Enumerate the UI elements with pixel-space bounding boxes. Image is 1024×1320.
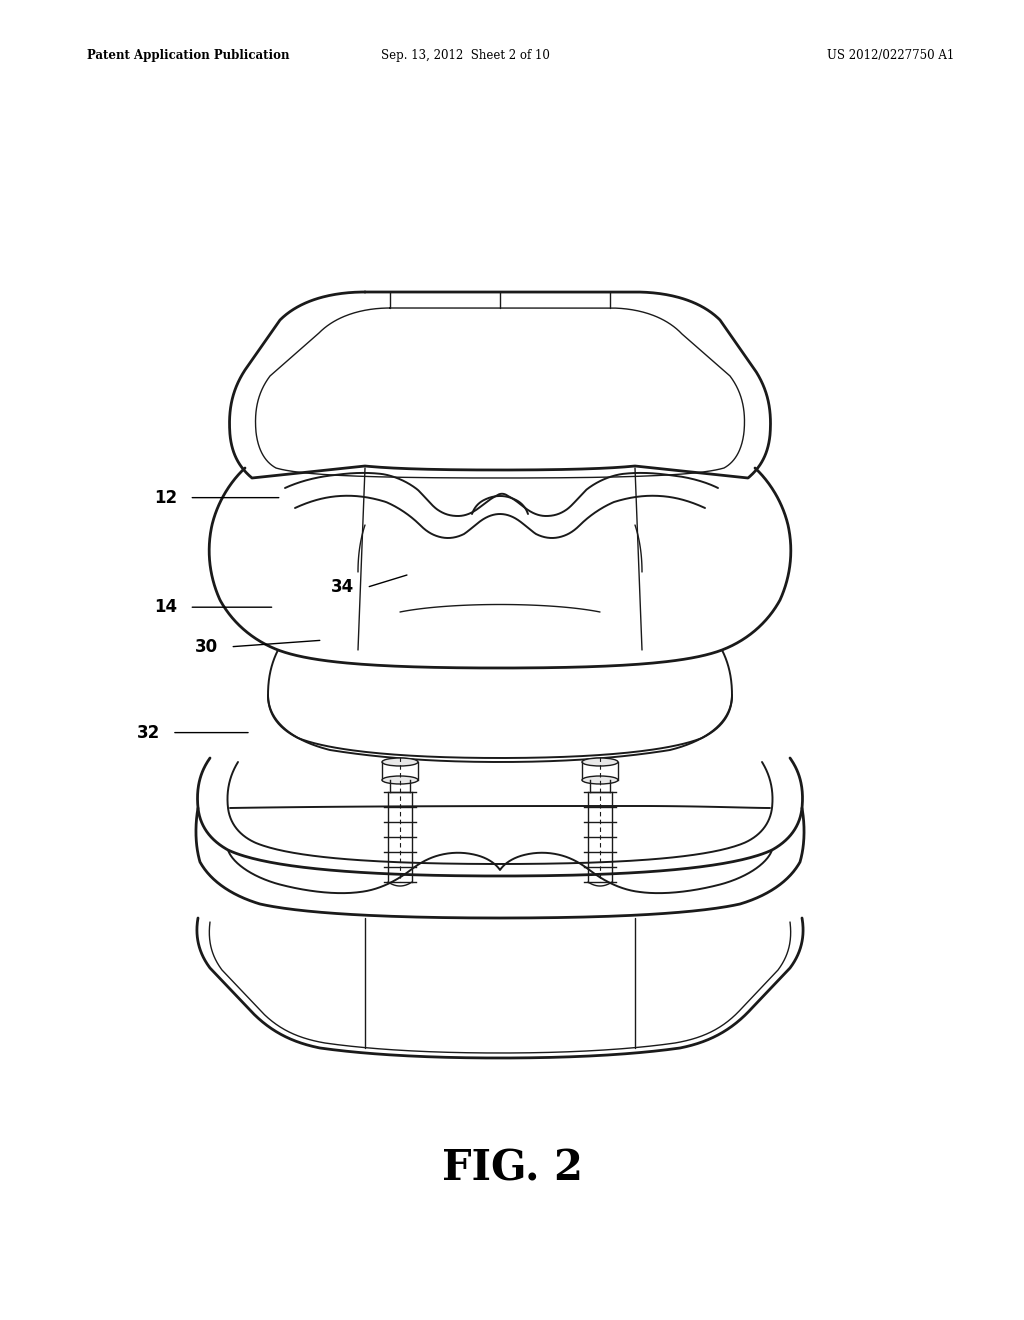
Ellipse shape bbox=[382, 776, 418, 784]
Text: 30: 30 bbox=[195, 638, 218, 656]
Text: US 2012/0227750 A1: US 2012/0227750 A1 bbox=[827, 49, 954, 62]
Text: 14: 14 bbox=[154, 598, 177, 616]
Ellipse shape bbox=[582, 758, 618, 766]
Text: 12: 12 bbox=[154, 488, 177, 507]
Text: Sep. 13, 2012  Sheet 2 of 10: Sep. 13, 2012 Sheet 2 of 10 bbox=[382, 49, 550, 62]
Text: 32: 32 bbox=[136, 723, 160, 742]
Text: Patent Application Publication: Patent Application Publication bbox=[87, 49, 290, 62]
Text: FIG. 2: FIG. 2 bbox=[441, 1147, 583, 1189]
Ellipse shape bbox=[382, 758, 418, 766]
Text: 34: 34 bbox=[331, 578, 354, 597]
Ellipse shape bbox=[582, 776, 618, 784]
